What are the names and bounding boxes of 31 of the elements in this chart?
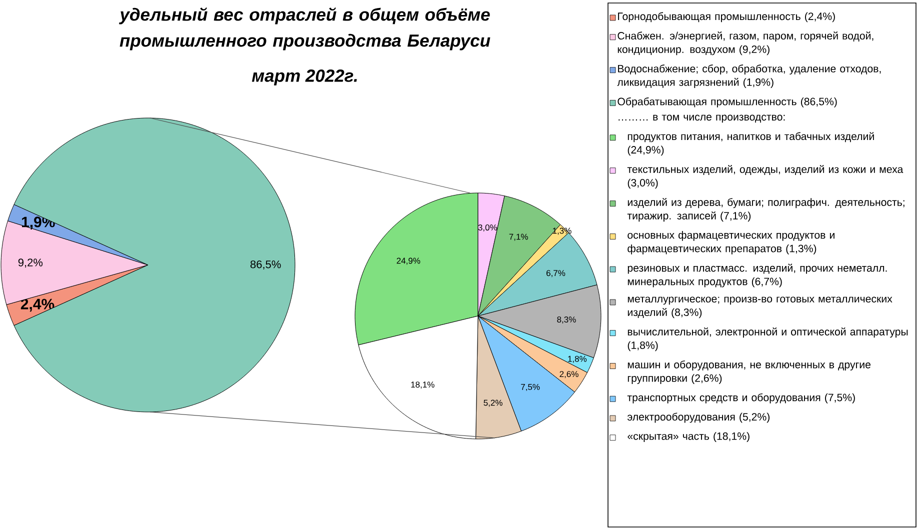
data-label: 8,3% [557,316,576,324]
chart-title: удельный вес отраслей в общем объёме промышленного производства Беларуси [119,8,490,50]
legend-label: основных фармацевтических продуктов и фармацевтических препаратов (1,3%) [628,230,834,254]
text: март 2022г. [252,70,357,86]
data-label: 86,5% [250,260,281,270]
legend-title: ……… в том числе производство: [618,114,785,123]
legend-label: текстильных изделий, одежды, изделий из кожи и меха (3,0%) [627,165,904,189]
legend-label: Водоснабжение; сбор, обработка, удаление отходов, ликвидация загрязнений (1,9%) [617,64,881,88]
legend-label: электрооборудования (5,2%) [627,412,770,423]
legend-label: Обрабатывающая промышленность (86,5%) [618,97,837,108]
data-label: 2,6% [560,371,578,378]
data-label: 18,1% [411,382,434,389]
data-label: 1,8% [568,356,587,363]
data-label: 6,7% [546,270,566,278]
data-label: 3,0% [478,224,498,232]
data-label: 5,2% [484,400,502,407]
legend-label: Горнодобывающая промышленность (2,4%) [618,12,835,22]
legend-label: металлургическое; произв-во готовых металлических изделий (8,3%) [628,296,892,318]
legend-label: резиновых и пластмасс. изделий, прочих неметалл. минеральных продуктов (6,7%) [628,264,887,288]
legend-label: вычислительной, электронной и оптической аппаратуры (1,8%) [628,328,908,352]
legend-label: машин и оборудования, не включенных в другие группировки (2,6%) [628,360,870,384]
legend-label: Снабжен. э/энергией, газом, паром, горячей водой, кондиционир. воздухом (9,2%) [618,32,874,56]
legend-label: продуктов питания, напитков и табачных изделий (24,9%) [628,132,874,156]
data-label: 9,2% [18,258,43,268]
legend-label: изделий из дерева, бумаги; полиграфич. деятельность; тиражир. записей (7,1%) [627,198,904,222]
data-label: 7,5% [521,384,540,391]
data-label: 7,1% [509,234,528,241]
data-label: 24,9% [396,258,420,265]
legend-label: транспортных средств и оборудования (7,5%) [627,393,855,404]
data-label: 2,4% [20,298,54,312]
legend-label: «скрытая» часть (18,1%) [628,432,750,442]
